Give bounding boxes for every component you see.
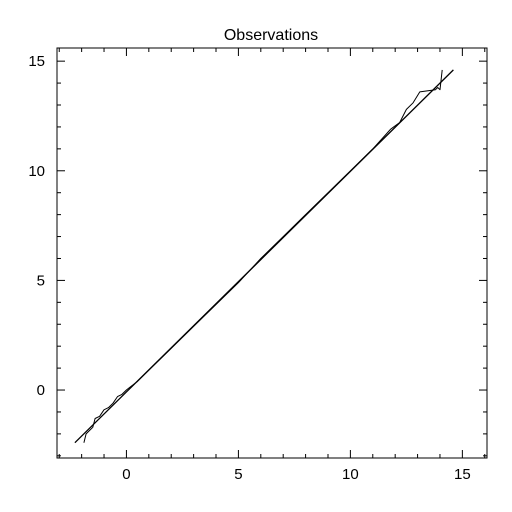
y-tick-label: 15 (28, 53, 45, 70)
y-tick-label: 5 (37, 272, 45, 289)
y-tick-label: 10 (28, 163, 45, 180)
x-tick-label: 15 (454, 466, 471, 483)
y-tick-label: 0 (37, 382, 45, 399)
plot-area: 0 5 10 15 0 5 10 15 (28, 47, 488, 483)
plot-frame (56, 47, 488, 459)
chart-title: Observations (224, 27, 318, 44)
x-tick-label: 0 (122, 466, 130, 483)
x-tick-label: 10 (342, 466, 359, 483)
x-tick-label: 5 (234, 466, 242, 483)
observed-quantile-line (83, 69, 443, 443)
